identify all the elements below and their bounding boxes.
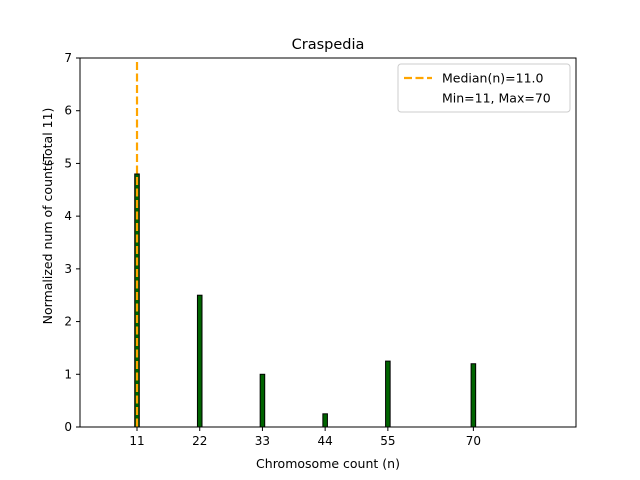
legend: Median(n)=11.0 Min=11, Max=70 (397, 63, 571, 113)
y-tick-label-2: 2 (64, 315, 72, 329)
y-axis-label: Normalized num of counts (40, 160, 55, 325)
y-tick-label-7: 7 (64, 51, 72, 65)
y-tick-label-4: 4 (64, 209, 72, 223)
bar-55 (385, 360, 391, 428)
x-tick-label-11: 11 (129, 434, 144, 448)
y-tick-label-1: 1 (64, 367, 72, 381)
y-tick-label-5: 5 (64, 156, 72, 170)
chart-title: Craspedia (292, 37, 365, 53)
bar-70 (470, 363, 477, 428)
legend-frame (397, 63, 571, 113)
plot-frame (79, 57, 577, 428)
y-tick-label-6: 6 (64, 104, 72, 118)
x-tick-label-70: 70 (466, 434, 481, 448)
x-tick-label-55: 55 (380, 434, 395, 448)
x-tick-label-44: 44 (318, 434, 333, 448)
legend-label-1: Min=11, Max=70 (442, 91, 551, 106)
x-tick-label-33: 33 (255, 434, 270, 448)
x-tick-label-22: 22 (192, 434, 207, 448)
legend-label-0: Median(n)=11.0 (442, 71, 543, 86)
axes-layer: 11 22 33 44 55 70 0 1 2 3 4 5 6 7 (64, 51, 577, 448)
bar-33 (259, 373, 266, 428)
y-tick-label-0: 0 (64, 420, 72, 434)
y-axis-label-note: (Total 11) (40, 108, 55, 167)
bar-22 (196, 294, 203, 428)
bar-44 (322, 413, 328, 428)
x-axis-label: Chromosome count (n) (256, 456, 400, 471)
y-tick-label-3: 3 (64, 262, 72, 276)
